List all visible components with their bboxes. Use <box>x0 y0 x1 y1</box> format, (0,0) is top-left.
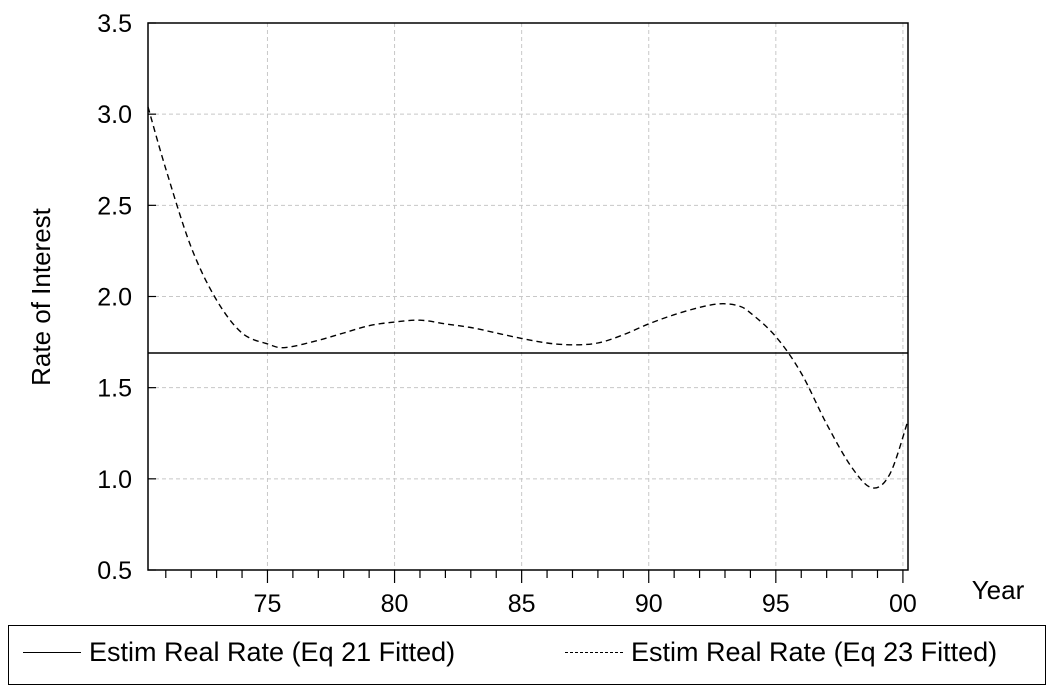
legend-swatch-dashed <box>565 652 623 653</box>
x-tick-label: 95 <box>762 590 790 618</box>
y-tick-label: 2.5 <box>97 192 132 220</box>
y-tick-label: 1.5 <box>97 375 132 403</box>
legend-label-eq23: Estim Real Rate (Eq 23 Fitted) <box>631 637 998 667</box>
y-tick-label: 3.5 <box>97 10 132 38</box>
y-axis-ticks: 0.5 1.0 1.5 2.0 2.5 3.0 3.5 <box>97 10 156 585</box>
x-tick-label: 90 <box>635 590 663 618</box>
y-tick-label: 0.5 <box>97 557 132 585</box>
x-axis-ticks: 75 80 85 90 95 00 <box>165 570 917 618</box>
x-axis-label: Year <box>972 575 1025 605</box>
legend-item-eq23: Estim Real Rate (Eq 23 Fitted) <box>565 637 997 668</box>
legend-swatch-solid <box>23 652 81 653</box>
x-tick-label: 00 <box>889 590 917 618</box>
x-tick-label: 80 <box>381 590 409 618</box>
x-tick-label: 85 <box>508 590 536 618</box>
series-line-eq23 <box>147 106 909 489</box>
chart: 75 80 85 90 95 00 0.5 1.0 1.5 2.0 2.5 3.0 3.5 Rate … <box>26 10 1025 618</box>
series-layer <box>147 106 909 489</box>
legend-item-eq21: Estim Real Rate (Eq 21 Fitted) <box>23 637 455 668</box>
legend: Estim Real Rate (Eq 21 Fitted) Estim Rea… <box>8 625 1046 685</box>
y-tick-label: 3.0 <box>97 101 132 129</box>
y-tick-label: 1.0 <box>97 466 132 494</box>
legend-label-eq21: Estim Real Rate (Eq 21 Fitted) <box>89 637 456 667</box>
y-tick-label: 2.0 <box>97 284 132 312</box>
x-tick-label: 75 <box>254 590 282 618</box>
grid-lines <box>148 23 908 570</box>
y-axis-label: Rate of Interest <box>26 207 56 386</box>
